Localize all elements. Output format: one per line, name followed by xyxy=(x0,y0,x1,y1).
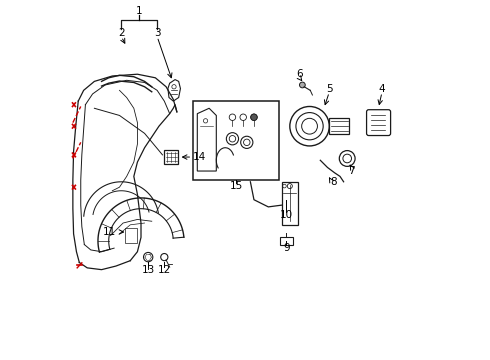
Circle shape xyxy=(251,114,257,121)
Bar xyxy=(280,237,293,245)
Text: 11: 11 xyxy=(102,227,116,237)
Text: 15: 15 xyxy=(229,181,243,192)
Text: 12: 12 xyxy=(158,265,171,275)
Text: 10: 10 xyxy=(280,210,293,220)
Text: 1: 1 xyxy=(136,6,143,16)
Text: 6: 6 xyxy=(296,69,303,79)
Bar xyxy=(329,118,349,134)
Text: 2: 2 xyxy=(118,28,124,38)
Text: 7: 7 xyxy=(348,166,355,176)
Text: 4: 4 xyxy=(379,84,385,94)
Circle shape xyxy=(299,82,305,88)
Text: 3: 3 xyxy=(154,28,160,38)
Bar xyxy=(125,228,137,243)
Text: 5: 5 xyxy=(326,84,333,94)
Bar xyxy=(193,101,279,180)
Text: 8: 8 xyxy=(330,177,337,187)
Bar xyxy=(282,182,298,225)
Bar xyxy=(164,150,178,164)
Text: 9: 9 xyxy=(283,243,290,253)
Text: 14: 14 xyxy=(193,152,206,162)
Text: 13: 13 xyxy=(142,265,155,275)
